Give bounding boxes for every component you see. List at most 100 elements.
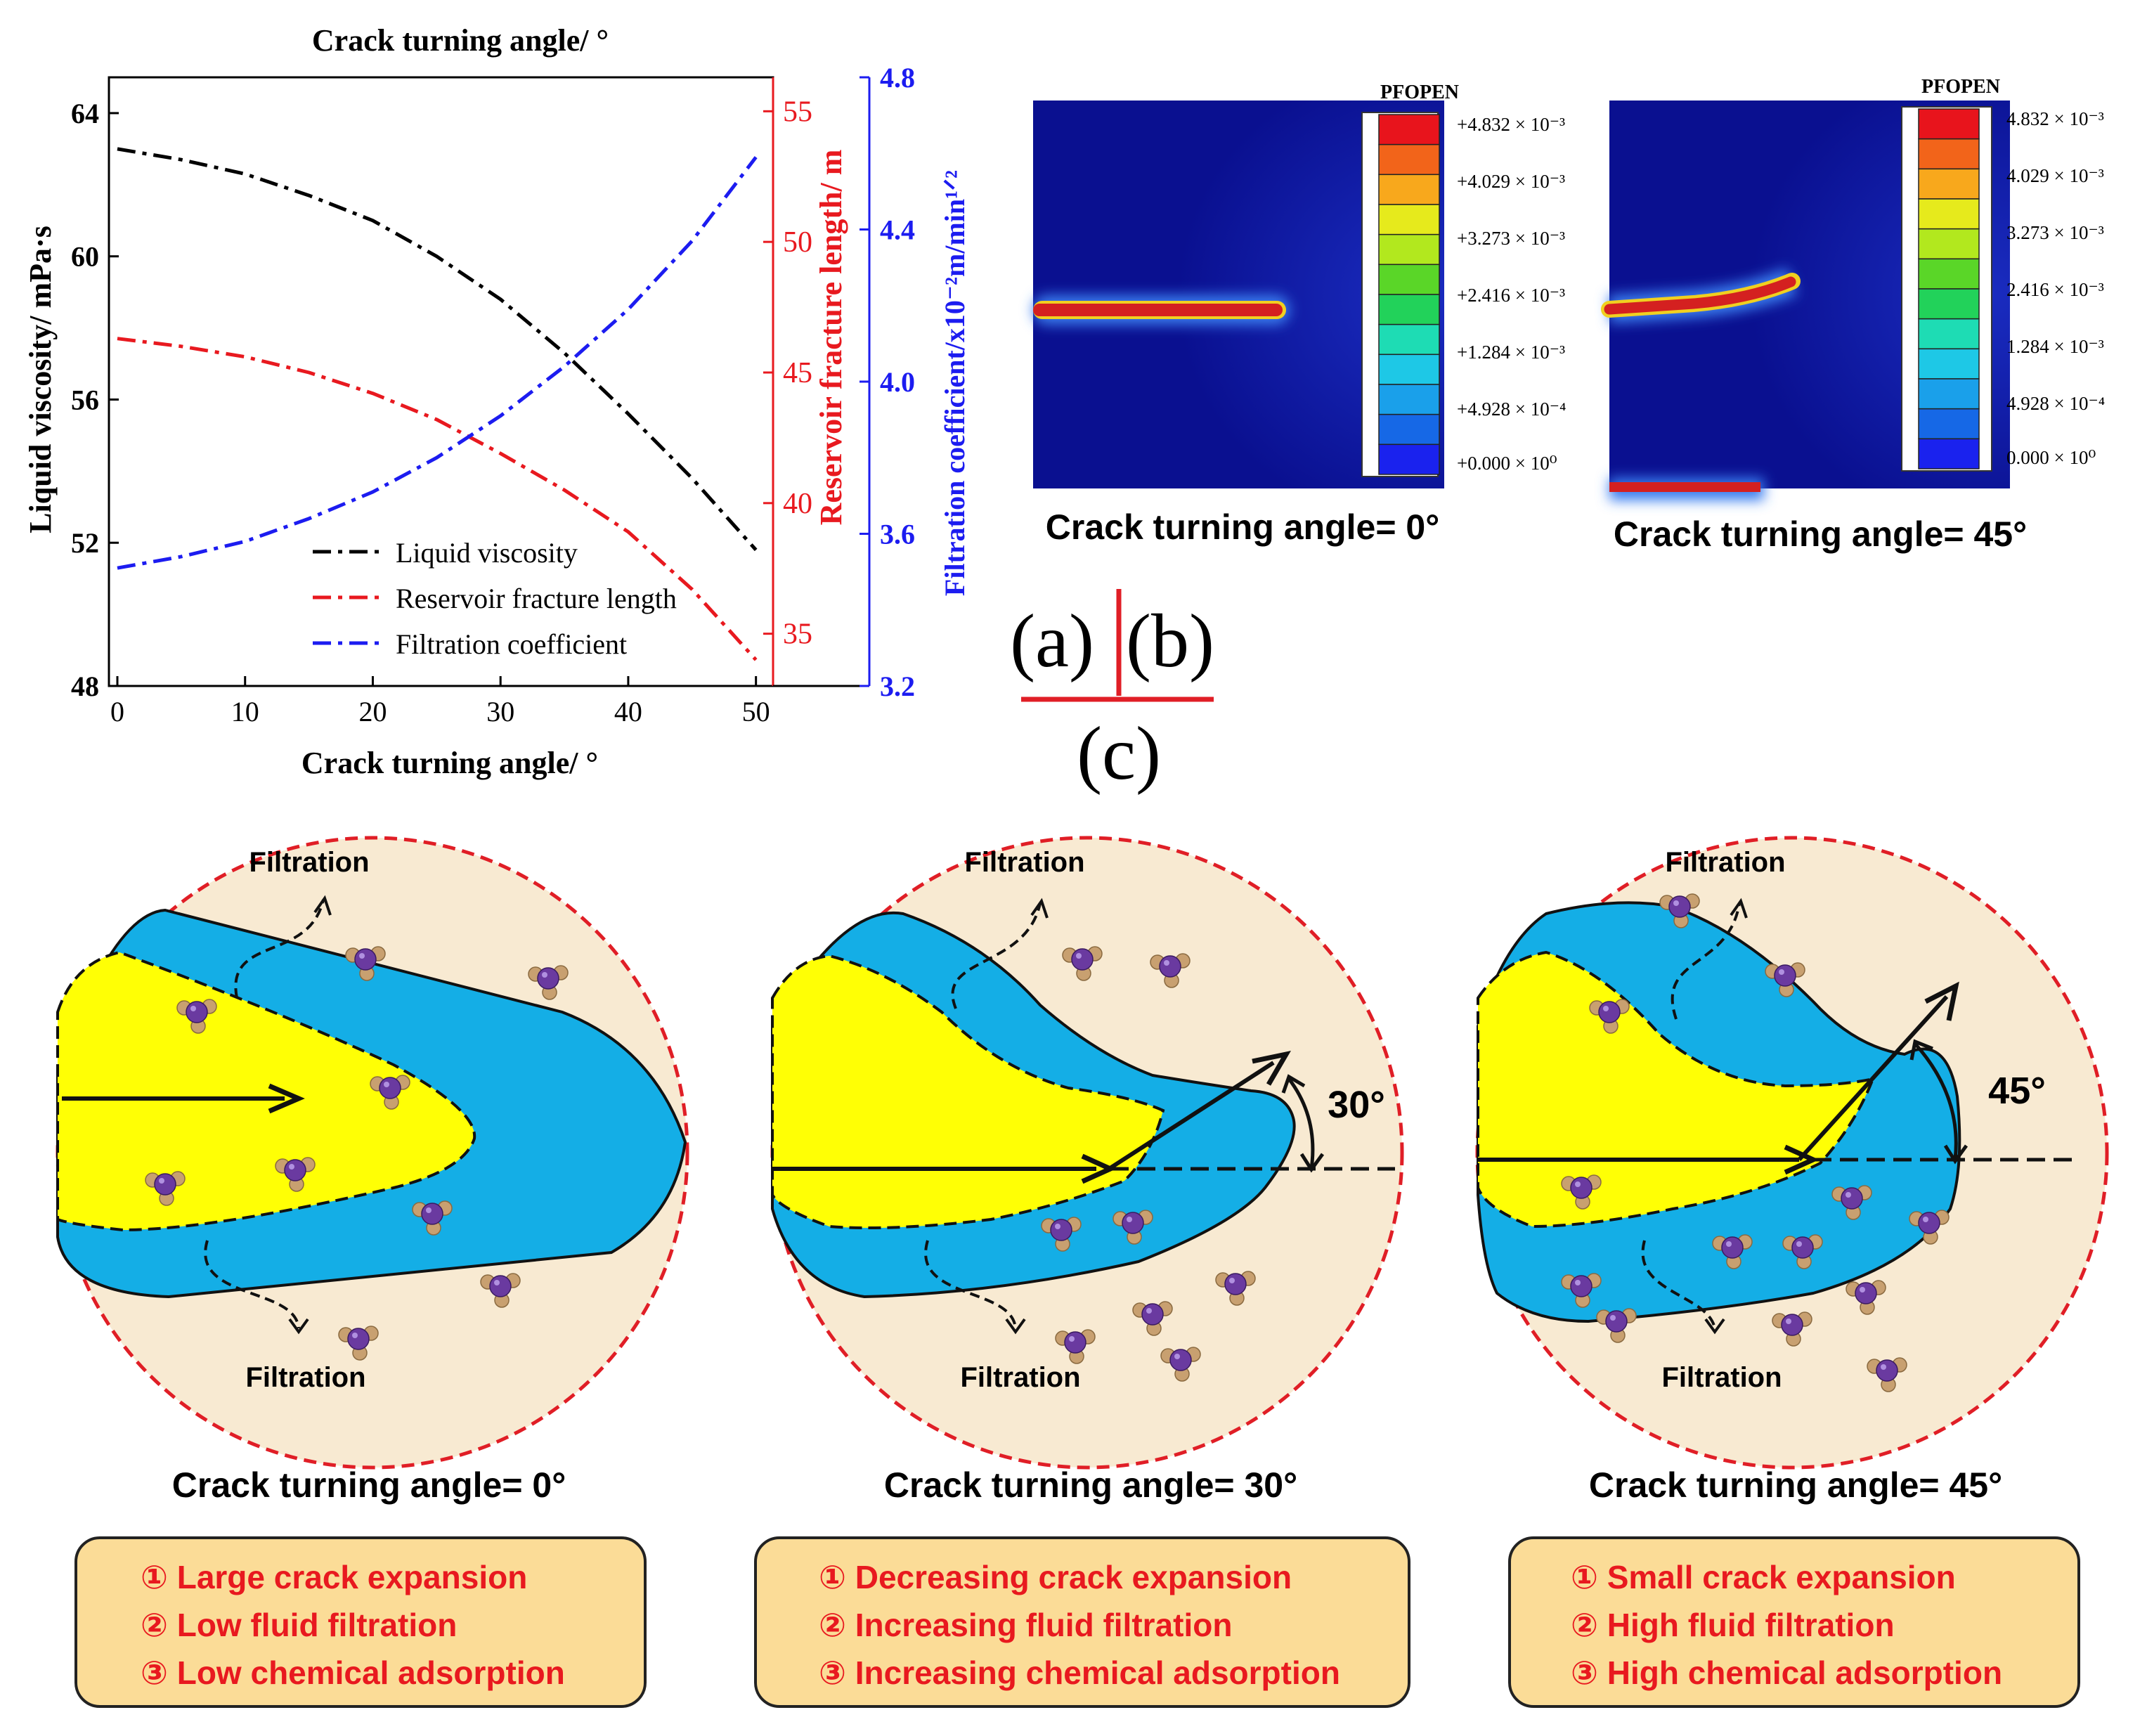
molecule-icon xyxy=(1712,1234,1753,1269)
color-bar-segment xyxy=(1378,233,1440,266)
color-bar-segment xyxy=(1378,294,1440,325)
color-bar-header: PFOPEN xyxy=(1921,76,2000,98)
summary-point-3: ③ Low chemical adsorption xyxy=(141,1654,565,1691)
color-bar-label: 4.928 × 10⁻⁴ xyxy=(2006,393,2105,414)
molecule-icon xyxy=(345,946,386,981)
schematic-0deg: Filtration Filtration xyxy=(56,836,689,1470)
summary-point-2: ② Increasing fluid filtration xyxy=(819,1607,1232,1643)
contour-caption-45: Crack turning angle= 45° xyxy=(1614,514,2027,554)
series-layer xyxy=(117,147,758,661)
color-bar-segment xyxy=(1918,378,1980,410)
molecule-icon xyxy=(1589,999,1630,1034)
color-bar-segment xyxy=(1378,114,1440,145)
color-bar-segment xyxy=(1378,354,1440,385)
molecule-icon xyxy=(1772,1311,1812,1347)
angle-arc-head-bottom xyxy=(1299,1153,1325,1173)
schematic-caption-30: Crack turning angle= 30° xyxy=(884,1465,1297,1505)
color-bar-label: +4.029 × 10⁻³ xyxy=(1457,171,1565,192)
molecule-icon xyxy=(1041,1217,1082,1252)
molecule-icon xyxy=(275,1157,316,1192)
adsorbed-molecules xyxy=(1561,893,1950,1392)
y-left-axis-label: Liquid viscosity/ mPa·s xyxy=(23,226,58,533)
molecule-icon xyxy=(1659,893,1700,928)
molecule-icon xyxy=(1596,1308,1637,1343)
turned-arrow xyxy=(1797,995,1949,1162)
chart-title: Crack turning angle/ ° xyxy=(312,23,609,58)
color-bar-segment xyxy=(1378,143,1440,176)
y-tick-label: 3.6 xyxy=(880,519,915,550)
y-tick-label: 55 xyxy=(783,96,812,128)
molecule-icon xyxy=(1782,1234,1823,1269)
y-tick-label: 35 xyxy=(783,618,812,651)
y-tick-labels: 48 52 56 60 64 35 40 45 50 55 3.2 3.6 4.0 4.4 4.8 xyxy=(71,62,915,702)
summary-point-2: ② High fluid filtration xyxy=(1571,1607,1895,1643)
series-line-1 xyxy=(117,337,758,661)
summary-box-45deg: ① Small crack expansion ② High fluid fil… xyxy=(1508,1536,2080,1708)
molecule-icon xyxy=(1561,1174,1602,1210)
color-bar xyxy=(1918,108,1980,469)
color-bar-segment xyxy=(1378,174,1440,205)
filtration-label-top: Filtration xyxy=(1665,847,1785,878)
y-tick-label: 40 xyxy=(783,488,812,520)
molecule-icon xyxy=(480,1273,521,1308)
adsorbed-molecules xyxy=(145,946,569,1361)
color-bar-segment xyxy=(1378,323,1440,356)
summary-point-3: ③ High chemical adsorption xyxy=(1571,1654,2002,1691)
filtration-arrow-bottom xyxy=(1641,1240,1716,1329)
filtration-arrow-top xyxy=(234,899,325,999)
molecule-icon xyxy=(1561,1273,1602,1308)
color-bar xyxy=(1378,114,1440,475)
x-tick-label: 0 xyxy=(110,696,124,727)
legend-label-viscosity: Liquid viscosity xyxy=(396,537,578,569)
propagation-arrowhead xyxy=(268,1083,305,1114)
color-bar-segment xyxy=(1378,443,1440,475)
molecule-icon xyxy=(1132,1301,1173,1336)
x-tick-label: 40 xyxy=(614,696,642,727)
angle-label: 30° xyxy=(1328,1084,1385,1126)
color-bar-segment xyxy=(1918,348,1980,380)
color-bar-segment xyxy=(1918,198,1980,230)
color-bar-label: 3.273 × 10⁻³ xyxy=(2006,222,2104,243)
schematic-caption-0: Crack turning angle= 0° xyxy=(172,1465,566,1505)
adsorbed-molecules xyxy=(1041,946,1256,1382)
fluid-zone xyxy=(56,950,476,1232)
filtration-label-bottom: Filtration xyxy=(245,1362,365,1393)
molecule-icon xyxy=(1867,1357,1907,1392)
y-tick-label: 50 xyxy=(783,226,812,259)
color-bar-label: 1.284 × 10⁻³ xyxy=(2006,336,2104,357)
color-bar-label: +1.284 × 10⁻³ xyxy=(1457,342,1565,363)
molecule-icon xyxy=(412,1200,453,1236)
x-axis-label: Crack turning angle/ ° xyxy=(301,746,598,780)
line-chart: 0 10 20 30 40 50 48 52 56 60 64 35 40 45 50 55 3.2 3.6 4.… xyxy=(23,23,971,780)
filtration-arrowhead-bottom xyxy=(1704,1318,1725,1335)
filtration-arrowhead-top xyxy=(1730,898,1748,919)
color-bar-segment xyxy=(1918,258,1980,290)
x-tick-label: 20 xyxy=(358,696,387,727)
turned-arrowhead xyxy=(1252,1050,1291,1086)
x-tick-label: 10 xyxy=(231,696,259,727)
summary-point-2: ② Low fluid filtration xyxy=(141,1607,457,1643)
angle-label: 45° xyxy=(1988,1070,2046,1112)
color-bar-label: +0.000 × 10⁰ xyxy=(1457,453,1557,474)
color-bar-segment xyxy=(1378,204,1440,235)
y-tick-label: 4.0 xyxy=(880,366,915,398)
molecule-icon xyxy=(1831,1185,1872,1220)
filtration-label-top: Filtration xyxy=(249,847,369,878)
color-bar-segment xyxy=(1378,384,1440,415)
x-tick-labels: 0 10 20 30 40 50 xyxy=(110,676,770,727)
contour-panel-0deg: PFOPEN +4.832 × 10⁻³ +4.029 × 10⁻³ +3.273 … xyxy=(1033,82,1566,547)
panel-label-c: (c) xyxy=(1077,712,1161,796)
color-bar-label: +2.416 × 10⁻³ xyxy=(1457,285,1565,306)
color-bar-labels: +4.832 × 10⁻³ +4.029 × 10⁻³ +3.273 × 10⁻³ +… xyxy=(1457,114,1566,474)
filtration-arrow-top xyxy=(951,902,1042,1009)
molecule-icon xyxy=(1160,1347,1201,1382)
filtration-label-bottom: Filtration xyxy=(1661,1362,1782,1393)
color-bar-segment xyxy=(1378,413,1440,446)
fluid-zone xyxy=(771,954,1165,1230)
summary-point-3: ③ Increasing chemical adsorption xyxy=(819,1654,1340,1691)
y-tick-label: 45 xyxy=(783,357,812,389)
filtration-arrowhead-top xyxy=(1030,898,1049,919)
filtration-label-bottom: Filtration xyxy=(960,1362,1080,1393)
molecule-icon xyxy=(528,965,569,1000)
